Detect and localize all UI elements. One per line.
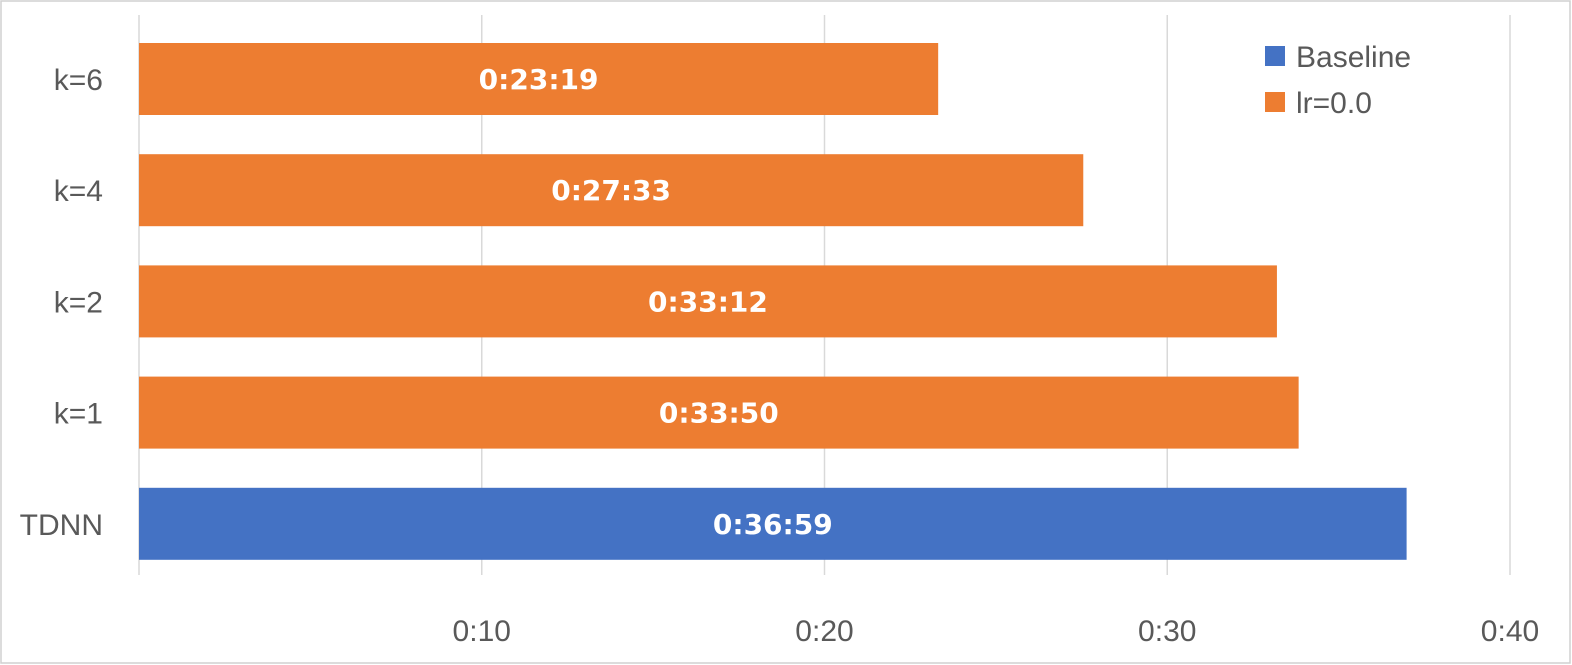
x-tick-label: 0:20 <box>795 615 853 648</box>
category-label: TDNN <box>20 509 103 542</box>
bar-data-label: 0:33:50 <box>659 397 779 430</box>
bar-tdnn <box>139 487 1407 560</box>
bar-k-6 <box>139 43 939 115</box>
x-tick-label: 0:30 <box>1138 615 1196 648</box>
bar-k-1 <box>139 376 1299 449</box>
bar-k-2 <box>139 265 1277 338</box>
category-labels: k=6 k=4 k=2 k=1 TDNN <box>20 64 103 542</box>
bar-data-label: 0:23:19 <box>479 63 599 96</box>
category-label: k=4 <box>54 175 103 208</box>
bar-k-4 <box>139 154 1084 227</box>
category-label: k=6 <box>54 64 103 97</box>
legend-label: Baseline <box>1296 41 1411 74</box>
category-label: k=1 <box>54 398 103 431</box>
legend-label: lr=0.0 <box>1296 87 1372 120</box>
bar-data-label: 0:33:12 <box>648 285 768 318</box>
category-label: k=2 <box>54 286 103 319</box>
bar-data-label: 0:36:59 <box>713 508 833 541</box>
legend: Baseline lr=0.0 <box>1265 41 1411 120</box>
x-tick-label: 0:10 <box>453 615 511 648</box>
legend-swatch-baseline <box>1265 46 1285 66</box>
bar-data-label: 0:27:33 <box>551 174 671 207</box>
bars: 0:23:19 0:27:33 0:33:12 0:33:50 0:36:59 <box>139 43 1407 560</box>
x-tick-label: 0:40 <box>1481 615 1539 648</box>
x-axis-tick-labels: 0:10 0:20 0:30 0:40 <box>453 615 1540 648</box>
legend-swatch-lr <box>1265 92 1285 112</box>
